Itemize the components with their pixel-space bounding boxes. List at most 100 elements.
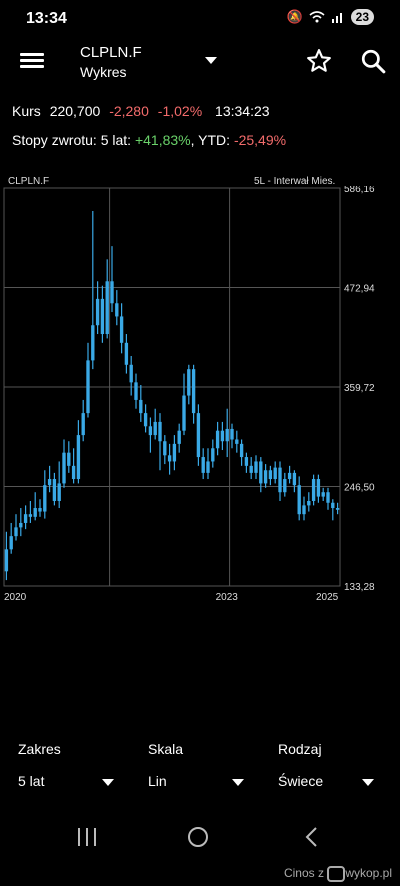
x-tick-label: 2025 [316,592,339,603]
candle-body [326,492,330,503]
candle [47,465,52,493]
candle-body [23,514,28,523]
candle-body [110,281,114,304]
candle [57,461,61,509]
mute-icon: 🔕 [286,9,303,24]
candle [331,499,335,521]
candle [220,421,225,451]
candle [110,246,114,313]
candle-body [100,298,105,335]
star-icon[interactable] [306,48,332,74]
candle [201,448,205,480]
candle [153,408,157,440]
candle [9,522,13,554]
candle [278,461,282,502]
candle-body [215,430,220,449]
x-tick-label: 2023 [216,592,239,603]
candle [254,455,258,480]
candle-body [225,428,229,442]
candle-body [134,382,138,400]
candle [52,472,57,506]
candle-body [259,461,263,484]
watermark: Cinos z wykop.pl [284,866,392,882]
candle [100,285,105,343]
candle [273,461,277,484]
candle-body [115,303,119,317]
candle [67,441,71,473]
candle [172,435,177,471]
view-subtitle[interactable]: Wykres [80,64,127,80]
candle [292,470,297,493]
candle [43,470,47,519]
candle [19,508,23,537]
candle-body [57,483,61,502]
wifi-icon [309,11,325,23]
candle-body [263,470,268,484]
scale-select[interactable]: Lin [148,773,167,789]
search-icon[interactable] [360,48,386,74]
candle-body [311,479,316,502]
candle [302,496,306,521]
x-tick-label: 2020 [4,592,27,603]
candle [167,443,172,475]
status-bar: 13:34 🔕 23 [0,0,400,40]
range-select[interactable]: 5 lat [18,773,45,789]
scale-label: Skala [148,741,184,757]
menu-icon[interactable] [20,50,44,72]
candle [287,465,292,484]
candle [283,472,287,497]
candle-body [206,461,210,473]
wykop-logo-icon [327,866,346,882]
candle [191,364,196,424]
candle-body [158,421,162,442]
watermark-sep: z [317,866,324,881]
candle-body [81,413,85,436]
candle [297,476,301,521]
candle-body [244,457,249,466]
candle-body [105,281,109,335]
y-tick-label: 472,94 [344,284,375,295]
candle-body [153,421,157,436]
candle-body [67,452,71,466]
range-dropdown-icon[interactable] [102,779,114,786]
candle [148,417,153,453]
candle-body [187,369,191,396]
quote-time: 13:34:23 [215,103,270,119]
chart-candles [4,210,340,581]
quote-row: Kurs 220,700 -2,280 -1,02% 13:34:23 [12,103,275,119]
candle-body [86,360,90,414]
candle-body [196,413,201,458]
quote-change-pct: -1,02% [157,103,203,119]
recent-apps-icon[interactable] [78,828,96,846]
candle [177,423,181,453]
candle-body [71,465,76,480]
candle-body [307,501,311,506]
candle-body [139,399,143,414]
home-icon[interactable] [188,827,208,847]
candle [249,457,253,480]
candle-body [249,465,253,473]
candle-body [230,428,234,440]
candle-body [321,492,325,497]
candle [95,281,100,335]
candle [62,439,66,488]
candle-body [14,527,18,537]
back-icon[interactable] [302,826,322,848]
candle [239,439,244,466]
y-tick-label: 246,50 [344,483,375,494]
candle [4,531,9,581]
scale-dropdown-icon[interactable] [232,779,244,786]
type-select[interactable]: Świece [278,773,324,789]
candle [307,492,311,512]
chart-title: CLPLN.F [8,176,50,187]
returns-label: Stopy zwrotu: 5 lat: [12,132,132,148]
candle-body [302,505,306,515]
candle-body [143,413,148,427]
candle-body [43,485,47,512]
type-dropdown-icon[interactable] [362,779,374,786]
candle-body [211,448,215,462]
candle [311,474,316,506]
candle [33,492,37,521]
view-dropdown-icon[interactable] [205,57,217,64]
